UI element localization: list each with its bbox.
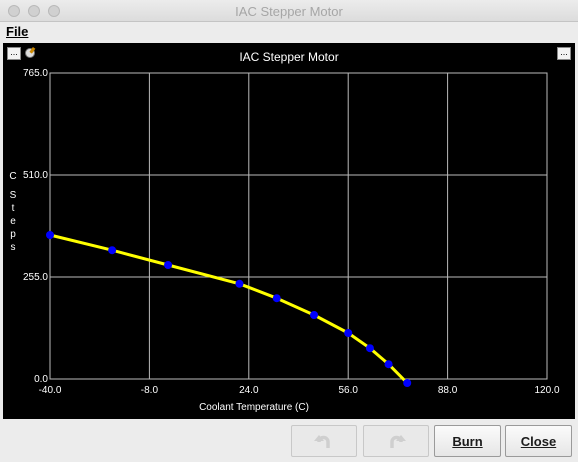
x-tick-label: 56.0	[338, 385, 358, 396]
plot-frame	[49, 72, 548, 380]
tick-layer: -40.0 -8.0 24.0 56.0 88.0 120.0 0.0 255.0 510.0 7…	[23, 68, 560, 396]
chart-panel: ... ... IAC Stepper Motor -40.0 -8.0 24.0 5…	[3, 43, 575, 419]
x-axis-label: Coolant Temperature (C)	[199, 402, 309, 413]
menu-file[interactable]: File	[6, 24, 28, 39]
zoom-window-icon[interactable]	[48, 5, 60, 17]
close-window-icon[interactable]	[8, 5, 20, 17]
data-point[interactable]	[235, 279, 244, 288]
x-tick-label: -40.0	[39, 385, 62, 396]
data-point[interactable]	[164, 261, 173, 269]
burn-button[interactable]: Burn	[434, 425, 501, 457]
x-tick-label: 24.0	[239, 385, 259, 396]
y-axis-label-letter: S	[10, 190, 17, 201]
x-tick-label: -8.0	[141, 385, 159, 396]
chart-expand-label: ...	[560, 47, 568, 57]
paint-icon[interactable]	[23, 46, 37, 60]
close-button[interactable]: Close	[505, 425, 572, 457]
window-title: IAC Stepper Motor	[235, 4, 343, 19]
data-point[interactable]	[46, 231, 54, 239]
y-tick-label: 255.0	[23, 272, 48, 283]
data-point[interactable]	[310, 311, 319, 319]
undo-button[interactable]	[291, 425, 357, 457]
y-axis-label-letter: C	[9, 171, 16, 182]
chart-plot[interactable]: -40.0 -8.0 24.0 56.0 88.0 120.0 0.0 255.0 510.0 7…	[3, 43, 575, 419]
data-point[interactable]	[403, 379, 412, 387]
data-point[interactable]	[344, 329, 353, 337]
chart-expand-button[interactable]: ...	[557, 47, 571, 60]
redo-button[interactable]	[363, 425, 429, 457]
x-tick-label: 88.0	[438, 385, 458, 396]
series-line-layer	[49, 233, 409, 385]
window-titlebar: IAC Stepper Motor	[0, 0, 578, 22]
close-button-label: Close	[520, 433, 557, 449]
redo-arrow-icon	[390, 435, 406, 448]
menu-file-label: File	[6, 24, 29, 39]
data-point[interactable]	[272, 294, 281, 303]
y-axis-label-letter: s	[11, 242, 16, 253]
y-axis-label-letter: t	[12, 203, 15, 214]
minimize-window-icon[interactable]	[28, 5, 40, 17]
grid-layer	[49, 72, 548, 380]
series-points-layer	[46, 231, 412, 387]
data-point[interactable]	[384, 360, 393, 369]
x-tick-label: 120.0	[534, 385, 559, 396]
data-point[interactable]	[365, 344, 374, 353]
chart-options-button[interactable]: ...	[7, 47, 21, 60]
data-point[interactable]	[108, 246, 117, 255]
chart-options-label: ...	[10, 47, 18, 57]
y-tick-label: 0.0	[34, 374, 48, 385]
series-line	[49, 233, 409, 385]
chart-title: IAC Stepper Motor	[239, 50, 339, 64]
y-axis-label-letter: e	[10, 216, 16, 227]
y-tick-label: 510.0	[23, 170, 48, 181]
y-tick-label: 765.0	[23, 68, 48, 79]
y-axis-label-letter: p	[10, 229, 16, 240]
menubar: File	[0, 22, 578, 42]
burn-button-label: Burn	[452, 433, 483, 449]
undo-arrow-icon	[314, 435, 330, 448]
